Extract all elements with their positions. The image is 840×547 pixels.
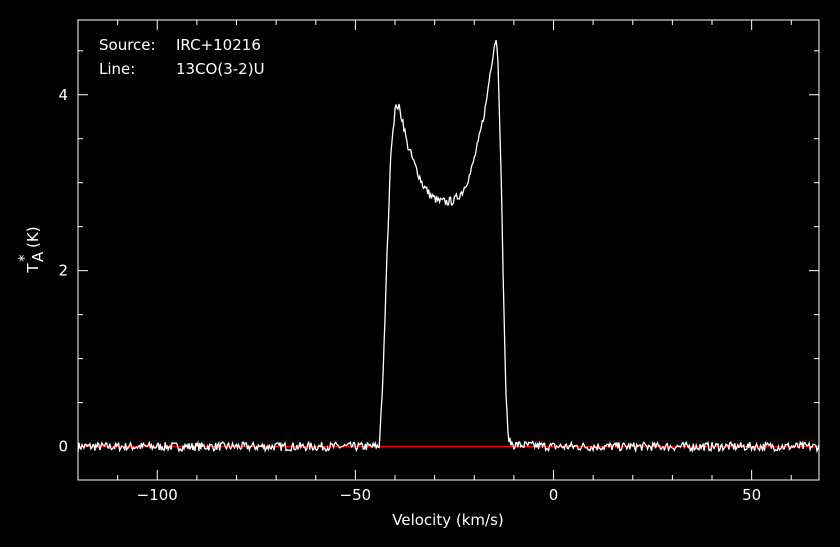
y-tick-label: 0 — [58, 438, 68, 456]
line-label: Line: — [99, 60, 135, 78]
y-axis-label: T * A (K) — [15, 226, 47, 273]
x-tick-label: 0 — [549, 486, 559, 504]
y-tick-label: 2 — [58, 262, 68, 280]
x-axis-label: Velocity (km/s) — [392, 511, 503, 529]
line-value: 13CO(3-2)U — [176, 60, 265, 78]
x-tick-label: −100 — [137, 486, 178, 504]
x-tick-label: 50 — [742, 486, 761, 504]
y-tick-label: 4 — [58, 86, 68, 104]
source-value: IRC+10216 — [176, 36, 261, 54]
axis-ticks — [77, 20, 819, 480]
y-axis-label-main: T — [24, 263, 42, 274]
axis-tick-labels: −100 −50 0 50 0 2 4 — [58, 86, 761, 504]
plot-frame — [77, 19, 820, 481]
y-axis-label-unit: (K) — [24, 226, 42, 248]
y-axis-label-sub: A — [29, 251, 47, 262]
x-tick-label: −50 — [340, 486, 372, 504]
y-axis-label-sup: * — [15, 254, 33, 262]
source-label: Source: — [99, 36, 156, 54]
spectrum-line — [77, 40, 820, 454]
